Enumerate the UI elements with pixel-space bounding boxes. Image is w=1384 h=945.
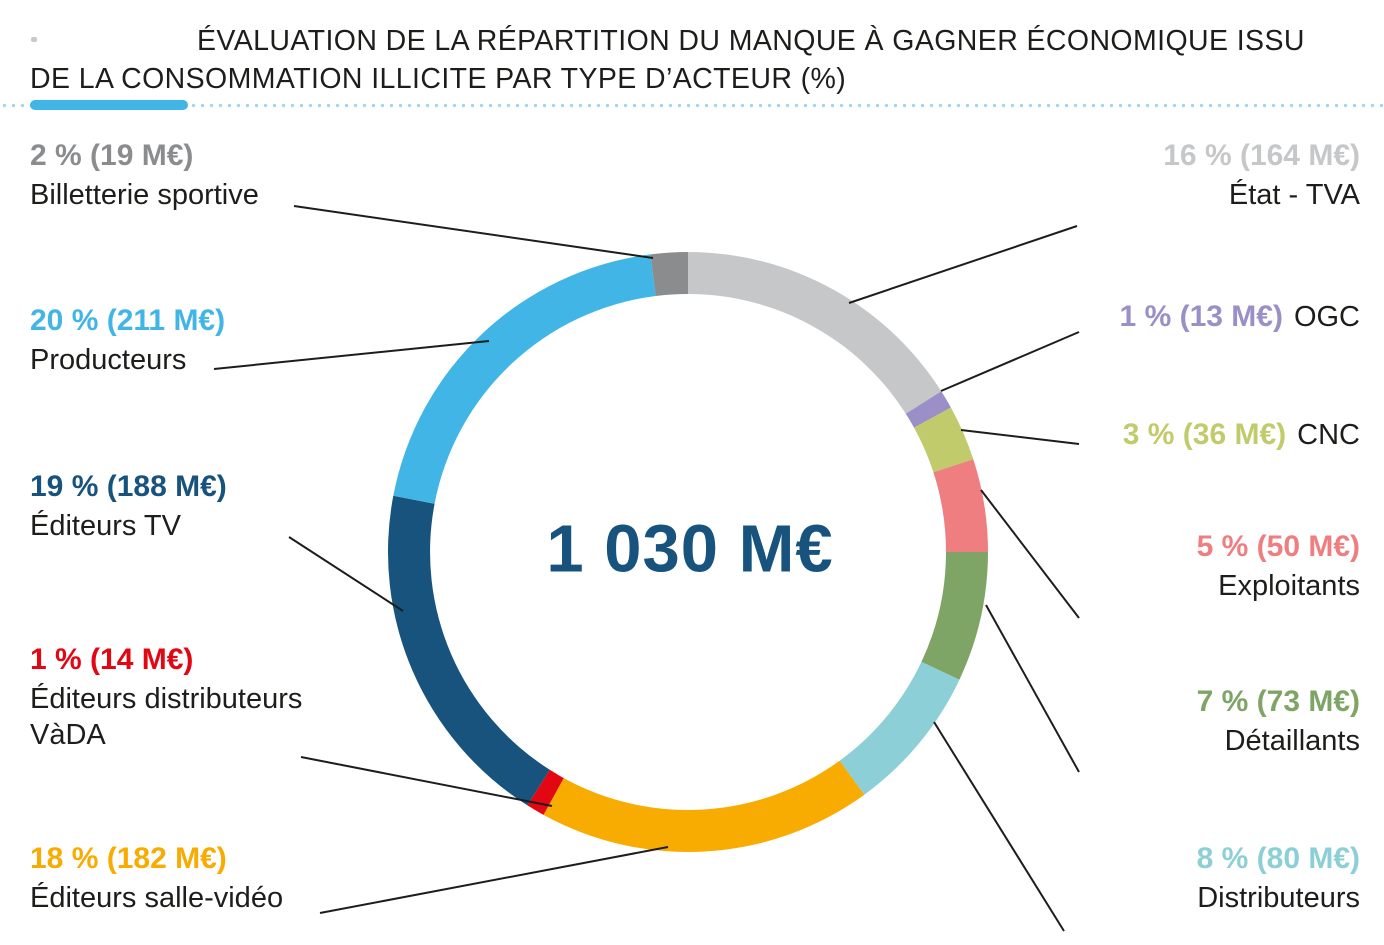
legend-value: 20 % (211 M€) [30,304,226,337]
leader-line-editeurs-salle-video [319,846,669,914]
title-separator [0,98,1384,116]
legend-label: Distributeurs [1197,882,1360,914]
donut-segment-ogc [905,391,951,428]
legend-etat-tva: 16 % (164 M€) État - TVA [1163,138,1360,214]
donut-segment-billetterie-sportive [650,252,688,296]
legend-label: Détaillants [1224,725,1360,757]
legend-producteurs: 20 % (211 M€) Producteurs [30,303,225,379]
donut-segment-etat-tva [688,252,942,414]
legend-label: Billetterie sportive [30,179,259,211]
leader-line-etat-tva [848,225,1078,304]
chart-title: ÉVALUATION DE LA RÉPARTITION DU MANQUE À… [30,22,1374,98]
legend-label: Exploitants [1218,570,1360,602]
legend-editeurs-tv: 19 % (188 M€) Éditeurs TV [30,469,227,545]
accent-bar [30,100,188,110]
legend-value: 18 % (182 M€) [30,842,227,875]
legend-value: 7 % (73 M€) [1196,685,1360,718]
donut-segment-distributeurs [839,661,960,795]
legend-label: Éditeurs TV [30,510,181,542]
donut-segment-editeurs-salle-video [543,760,865,852]
donut-segment-exploitants [933,459,988,552]
leader-line-cnc [960,429,1080,445]
leader-line-distributeurs [933,721,1065,932]
legend-label: Éditeurs distributeurs VàDA [30,683,303,751]
leader-line-billetterie-sportive [293,205,654,259]
legend-cnc: 3 % (36 M€) CNC [1123,417,1360,453]
legend-editeurs-distributeurs-vada: 1 % (14 M€) Éditeurs distributeurs VàDA [30,642,345,754]
donut-segment-producteurs [393,254,656,504]
legend-editeurs-salle-video: 18 % (182 M€) Éditeurs salle-vidéo [30,841,283,917]
donut-segment-detaillants [921,552,988,680]
leader-line-exploitants [980,489,1080,619]
dotted-rule [0,103,1384,108]
stray-mark [31,37,37,42]
center-total: 1 030 M€ [546,511,834,587]
legend-value: 5 % (50 M€) [1196,530,1360,563]
donut-segment-editeurs-tv [387,495,550,806]
legend-ogc: 1 % (13 M€) OGC [1120,299,1360,335]
legend-value: 3 % (36 M€) [1122,418,1287,451]
leader-line-editeurs-distributeurs-vada [300,756,553,807]
legend-detaillants: 7 % (73 M€) Détaillants [1197,684,1360,760]
legend-value: 1 % (14 M€) [30,643,194,676]
leader-line-ogc [940,331,1080,392]
legend-exploitants: 5 % (50 M€) Exploitants [1197,529,1360,605]
legend-value: 8 % (80 M€) [1196,842,1360,875]
legend-label: Producteurs [30,344,187,376]
legend-label: Éditeurs salle-vidéo [30,882,284,914]
legend-label: État - TVA [1228,179,1360,211]
leader-line-producteurs [213,340,490,370]
legend-value: 2 % (19 M€) [30,139,194,172]
donut-segment-cnc [914,407,974,473]
legend-label: CNC [1297,419,1360,451]
legend-value: 16 % (164 M€) [1163,139,1360,172]
chart-title-line1: ÉVALUATION DE LA RÉPARTITION DU MANQUE À… [197,25,1305,57]
leader-line-editeurs-tv [288,536,404,612]
legend-billetterie-sportive: 2 % (19 M€) Billetterie sportive [30,138,259,214]
legend-value: 1 % (13 M€) [1119,300,1283,333]
legend-label: OGC [1293,301,1360,333]
legend-value: 19 % (188 M€) [30,470,227,503]
leader-line-detaillants [985,604,1080,773]
legend-distributeurs: 8 % (80 M€) Distributeurs [1197,841,1360,917]
chart-title-line2: DE LA CONSOMMATION ILLICITE PAR TYPE D’A… [30,63,847,96]
